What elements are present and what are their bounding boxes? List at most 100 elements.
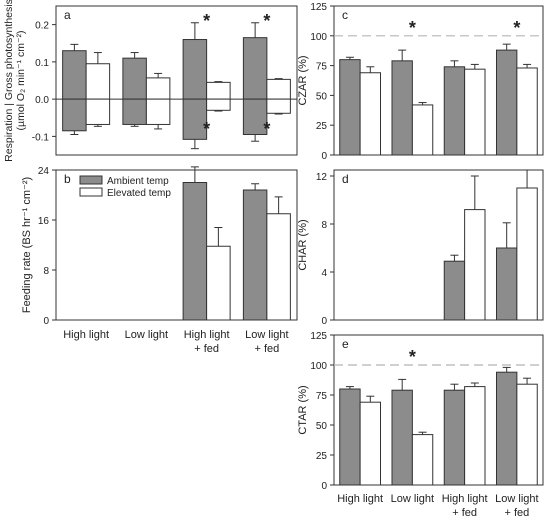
bar [85, 98, 111, 125]
y-tick-label: 0.1 [35, 58, 49, 69]
y-tick-label: 16 [38, 216, 50, 227]
bar [464, 386, 486, 486]
bar [206, 245, 231, 321]
legend-swatch [79, 175, 103, 185]
y-axis-label: CTAR (%) [297, 385, 309, 434]
significance-asterisk: * [263, 119, 270, 139]
panel-letter: d [342, 172, 349, 186]
plot-frame [333, 334, 544, 486]
x-category-label: High light [337, 493, 383, 505]
plot-frame [55, 169, 298, 321]
bar [122, 57, 147, 100]
y-tick-label: 75 [316, 62, 328, 73]
bar [242, 189, 268, 321]
significance-asterisk: * [263, 11, 270, 31]
bar [339, 388, 361, 486]
plot-frame [55, 5, 298, 156]
bar [516, 187, 538, 321]
x-category-label: + fed [504, 507, 529, 516]
legend-label: Ambient temp [107, 176, 169, 187]
y-tick-label: 125 [310, 331, 327, 342]
panel-d: d 0 4 8 12 CHAR (%) [297, 169, 544, 327]
y-tick-label: 0.0 [35, 95, 49, 106]
bar [122, 98, 147, 125]
x-category-label: Low light [495, 493, 538, 505]
y-tick-label: 12 [316, 172, 328, 183]
significance-asterisk: * [409, 347, 416, 367]
x-category-label: High light [184, 329, 230, 341]
bar [145, 77, 171, 100]
panel-a: a -0.1 0.0 0.1 0.2 Respiration | Gross photos… [3, 0, 298, 162]
y-tick-label: -0.1 [32, 132, 50, 143]
bar [516, 383, 538, 486]
bar [145, 98, 171, 125]
bar [443, 66, 466, 156]
x-category-label: High light [442, 493, 488, 505]
bar [443, 389, 466, 486]
bar [495, 49, 518, 156]
panel-letter: a [64, 8, 71, 22]
y-tick-label: 4 [321, 268, 327, 279]
y-tick-label: 0 [321, 316, 327, 327]
x-category-label: + fed [254, 343, 279, 355]
panel-c: c 0 25 50 75 100 125 CZAR (%) * * [297, 2, 544, 162]
y-tick-label: 0 [321, 481, 327, 492]
y-tick-label: 24 [38, 166, 50, 177]
y-tick-label: 0.2 [35, 21, 49, 32]
y-tick-label: 8 [321, 220, 327, 231]
y-tick-label: 25 [316, 121, 328, 132]
bar [206, 81, 231, 100]
bar [359, 401, 382, 486]
y-tick-label: 0 [321, 151, 327, 162]
y-axis-label: Feeding rate (BS hr⁻¹ cm⁻²) [21, 177, 33, 313]
bar [206, 98, 231, 111]
y-tick-label: 8 [43, 266, 49, 277]
y-tick-label: 25 [316, 451, 328, 462]
bar [242, 37, 268, 100]
y-tick-label: 100 [310, 32, 327, 43]
y-axis-label: CHAR (%) [297, 219, 309, 270]
y-axis-label: Respiration | Gross photosynthesis(µmol … [3, 0, 27, 162]
bar [443, 260, 466, 321]
plot-frame [333, 5, 544, 156]
bar [495, 247, 518, 321]
y-tick-label: 50 [316, 421, 328, 432]
y-tick-label: 125 [310, 2, 327, 13]
legend-label: Elevated temp [107, 188, 171, 199]
bar [464, 209, 486, 321]
bar [411, 434, 434, 486]
significance-asterisk: * [409, 18, 416, 38]
significance-asterisk: * [203, 119, 210, 139]
y-tick-label: 100 [310, 361, 327, 372]
x-category-label: Low light [245, 329, 288, 341]
x-category-label: + fed [452, 507, 477, 516]
bar [182, 39, 208, 100]
bar [62, 50, 87, 100]
bar [391, 389, 413, 486]
bar [495, 371, 518, 486]
bar [411, 104, 434, 156]
legend-swatch [79, 187, 103, 197]
bar [339, 59, 361, 156]
bar [85, 63, 111, 100]
y-axis-label: CZAR (%) [297, 55, 309, 105]
panel-letter: e [342, 337, 349, 351]
bar [62, 98, 87, 132]
bar [182, 182, 208, 321]
x-category-label: Low light [391, 493, 434, 505]
panel-letter: b [64, 172, 71, 186]
panel-b: b 0 8 16 24 Feeding rate (BS hr⁻¹ cm⁻²) Ambien… [21, 166, 298, 327]
bar [516, 67, 538, 156]
bar [266, 98, 291, 114]
panel-e: e 0 25 50 75 100 125 CTAR (%) * [297, 331, 544, 492]
x-category-label: + fed [194, 343, 219, 355]
bar [391, 60, 413, 156]
panel-letter: c [342, 8, 348, 22]
plot-frame [333, 169, 544, 321]
significance-asterisk: * [513, 18, 520, 38]
y-tick-label: 75 [316, 391, 328, 402]
bar [359, 72, 382, 156]
x-category-label: Low light [125, 329, 168, 341]
y-tick-label: 0 [43, 316, 49, 327]
